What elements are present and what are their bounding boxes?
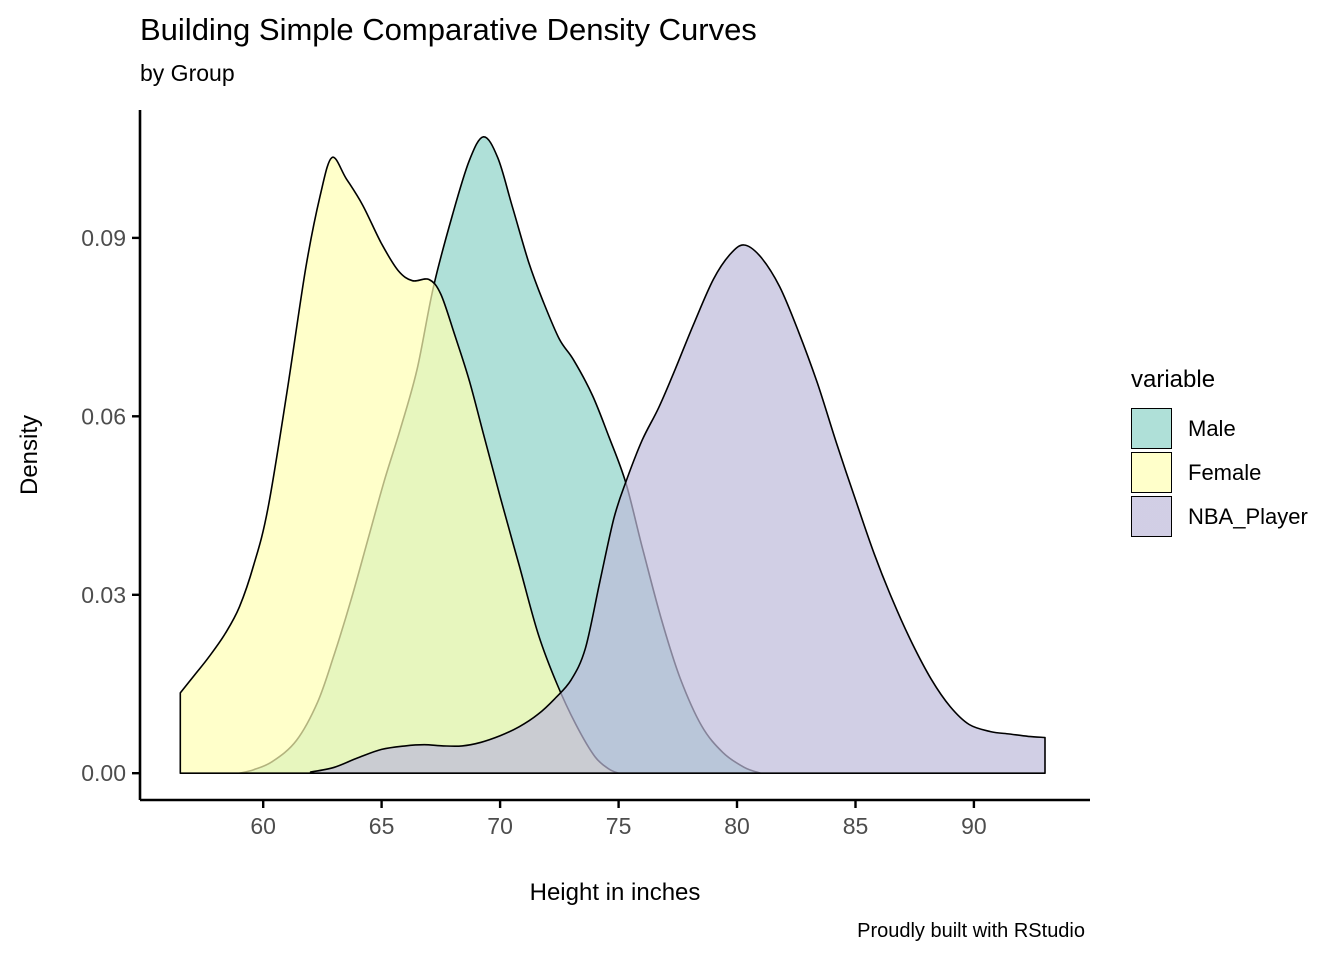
density-curve-female — [179, 156, 620, 774]
legend: variable Male Female NBA_Player — [1131, 366, 1308, 540]
legend-label: Female — [1188, 459, 1262, 485]
chart-subtitle: by Group — [140, 60, 235, 86]
y-axis-title: Density — [16, 414, 43, 496]
x-tick-label: 80 — [724, 813, 750, 839]
legend-label: NBA_Player — [1188, 503, 1308, 529]
legend-swatch-nba_player — [1131, 496, 1172, 537]
legend-swatch-male — [1131, 408, 1172, 449]
legend-swatch-female — [1131, 452, 1172, 493]
legend-item-nba_player: NBA_Player — [1131, 496, 1308, 537]
x-tick-label: 65 — [369, 813, 395, 839]
legend-item-male: Male — [1131, 408, 1308, 449]
y-tick-label: 0.09 — [81, 225, 126, 251]
legend-label: Male — [1188, 415, 1236, 441]
x-tick-label: 75 — [606, 813, 632, 839]
y-tick-label: 0.03 — [81, 582, 126, 608]
x-axis-title: Height in inches — [529, 879, 701, 906]
x-tick-label: 85 — [843, 813, 869, 839]
chart-caption: Proudly built with RStudio — [857, 920, 1085, 942]
legend-title: variable — [1131, 366, 1216, 393]
legend-item-female: Female — [1131, 452, 1308, 493]
x-tick-label: 60 — [250, 813, 276, 839]
y-tick-label: 0.00 — [81, 760, 126, 786]
x-tick-label: 70 — [487, 813, 513, 839]
legend-items: Male Female NBA_Player — [1131, 408, 1308, 537]
chart-title: Building Simple Comparative Density Curv… — [140, 12, 757, 47]
y-tick-label: 0.06 — [81, 403, 126, 429]
density-curve-nba_player — [309, 244, 1046, 774]
x-tick-label: 90 — [961, 813, 987, 839]
